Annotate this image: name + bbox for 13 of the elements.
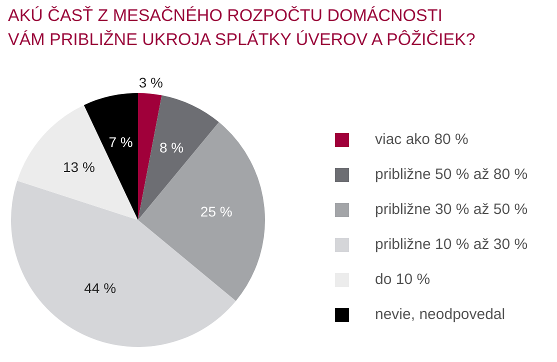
data-label: 7 % [108, 134, 133, 150]
legend-label: do 10 % [375, 271, 430, 288]
legend-label: viac ako 80 % [375, 131, 468, 148]
data-label: 13 % [62, 158, 95, 175]
chart-title: AKÚ ČASŤ Z MESAČNÉHO ROZPOČTU DOMÁCNOSTI VÁM PRIBLIŽNE UKROJA SPLÁTKY ÚVEROV A PÔŽIČIEK? [8, 5, 476, 51]
data-label: 3 % [138, 74, 163, 90]
data-label: 25 % [200, 203, 232, 220]
data-label: 44 % [84, 280, 116, 296]
legend-label: približne 30 % až 50 % [375, 201, 528, 218]
legend-label: nevie, neodpovedal [375, 306, 506, 323]
legend-label: približne 10 % až 30 % [375, 236, 528, 253]
data-label: 8 % [159, 140, 184, 156]
legend-label: približne 50 % až 80 % [375, 166, 528, 183]
